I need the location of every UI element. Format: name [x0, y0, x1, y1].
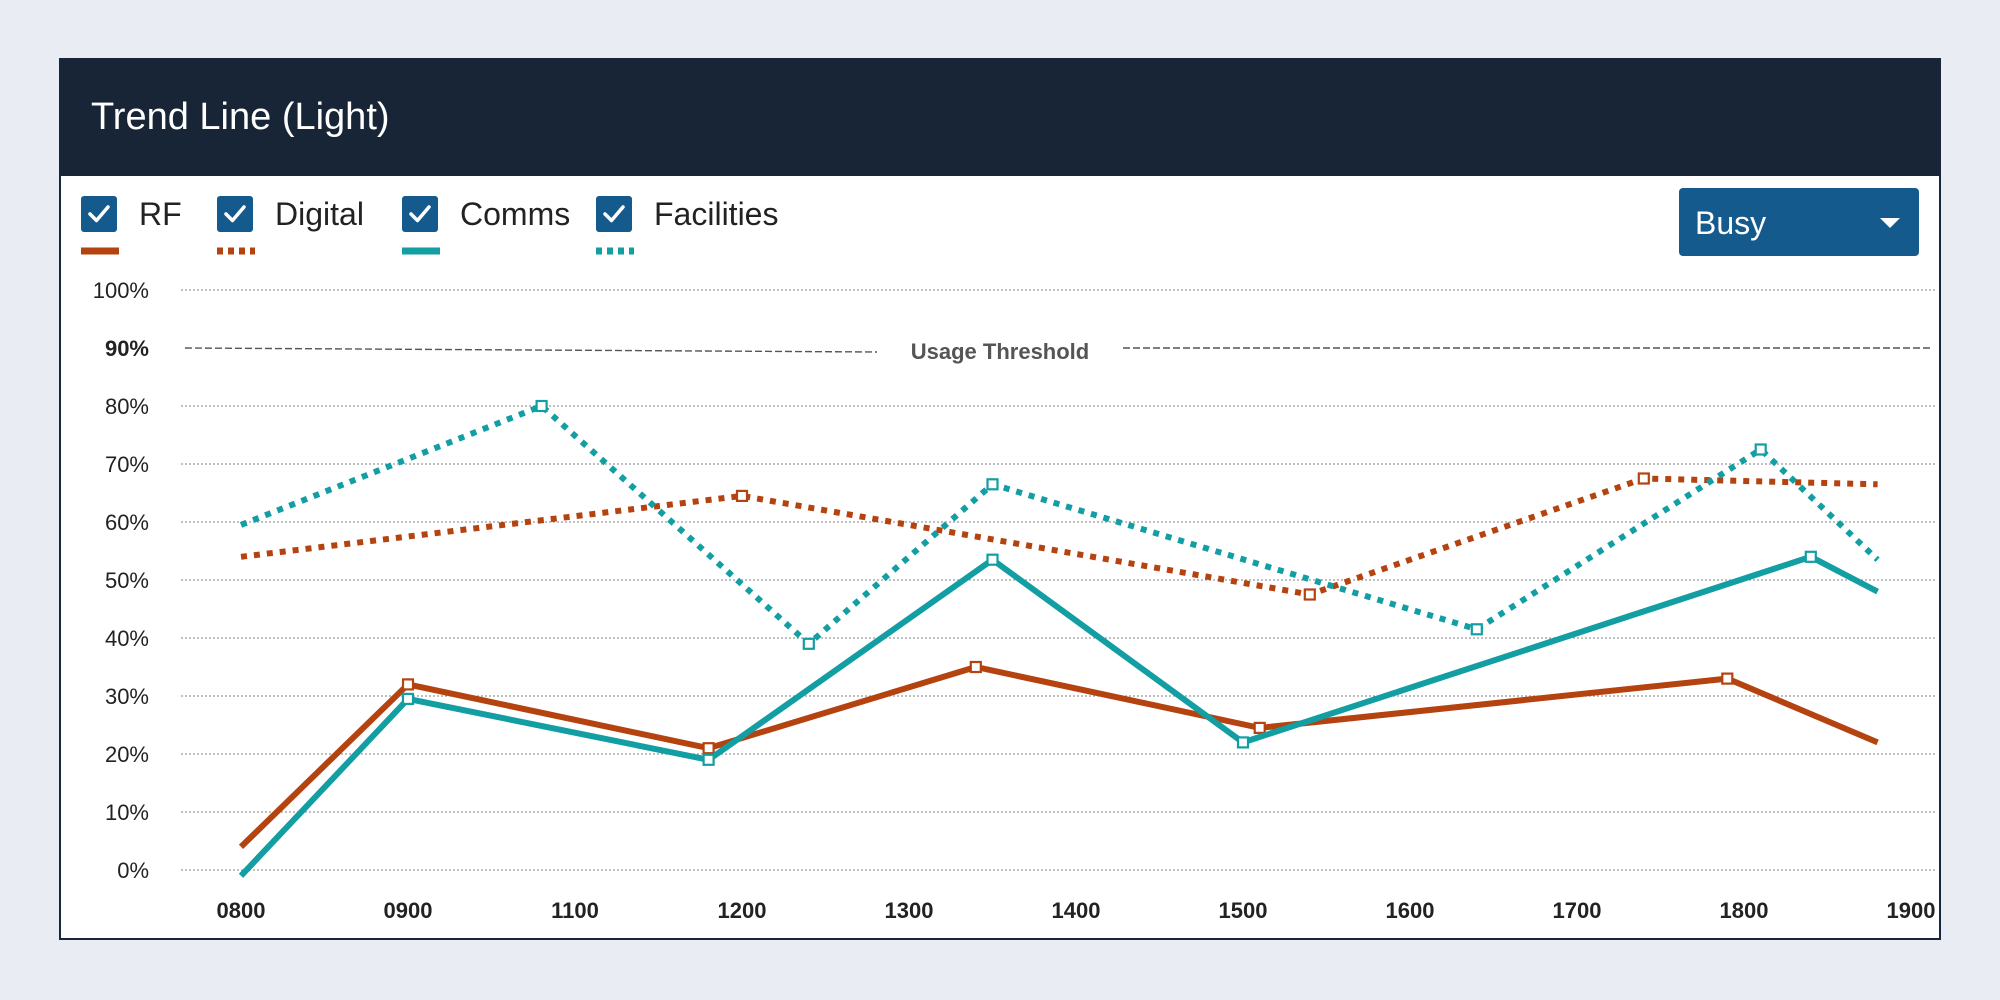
- data-point-comms: [1236, 736, 1250, 749]
- y-tick-label: 70%: [105, 452, 149, 477]
- x-tick-label: 1200: [718, 898, 767, 923]
- data-point-facilities: [802, 637, 815, 650]
- data-point-rf: [401, 678, 415, 691]
- data-point-digital: [735, 489, 749, 502]
- legend-label-digital: Digital: [275, 196, 364, 232]
- y-tick-label: 30%: [105, 684, 149, 709]
- mode-dropdown[interactable]: Busy: [1679, 188, 1919, 256]
- y-tick-label: 100%: [93, 278, 149, 303]
- y-tick-label: 50%: [105, 568, 149, 593]
- check-icon: [224, 205, 246, 223]
- data-point-comms: [986, 553, 999, 566]
- chart-panel: Trend Line (Light) 0% 10% 20% 30% 40% 50% 60% 7…: [59, 58, 1941, 940]
- y-tick-label: 80%: [105, 394, 149, 419]
- data-point-comms: [702, 753, 715, 766]
- data-point-rf: [1721, 672, 1734, 685]
- legend-swatch-digital: [217, 247, 255, 255]
- series-line-digital: [240, 475, 1878, 598]
- series-line-comms: [238, 553, 1879, 878]
- threshold-line: [184, 347, 878, 353]
- y-tick-label: 0%: [117, 858, 149, 883]
- data-point-rf: [969, 660, 982, 674]
- check-icon: [603, 205, 625, 223]
- x-tick-label: 1900: [1887, 898, 1936, 923]
- x-tick-label: 1300: [885, 898, 934, 923]
- dropdown-value: Busy: [1695, 205, 1767, 241]
- x-tick-label: 1500: [1219, 898, 1268, 923]
- data-point-facilities: [1470, 623, 1483, 636]
- legend-label-rf: RF: [139, 196, 182, 232]
- y-tick-label: 10%: [105, 800, 149, 825]
- x-tick-label: 1700: [1553, 898, 1602, 923]
- check-icon: [88, 205, 110, 223]
- y-tick-label: 90%: [105, 336, 149, 361]
- checkbox-comms[interactable]: [402, 196, 438, 232]
- legend-label-facilities: Facilities: [654, 196, 779, 232]
- panel-header: Trend Line (Light): [61, 60, 1939, 176]
- chevron-down-icon: [1880, 218, 1900, 228]
- y-tick-label: 40%: [105, 626, 149, 651]
- data-point-digital: [1303, 588, 1316, 601]
- series-line-rf: [238, 663, 1879, 849]
- y-tick-label: 60%: [105, 510, 149, 535]
- panel-title: Trend Line (Light): [91, 96, 390, 138]
- x-tick-label: 1800: [1720, 898, 1769, 923]
- legend-label-comms: Comms: [460, 196, 571, 232]
- data-point-rf: [702, 742, 715, 755]
- y-tick-label: 20%: [105, 742, 149, 767]
- checkbox-facilities[interactable]: [596, 196, 632, 232]
- x-tick-label: 0900: [384, 898, 433, 923]
- data-point-facilities: [535, 399, 548, 413]
- data-point-facilities: [986, 478, 999, 491]
- legend-swatch-facilities: [596, 247, 634, 255]
- data-point-comms: [1804, 550, 1817, 563]
- check-icon: [409, 205, 431, 223]
- legend-swatch-comms: [402, 247, 440, 255]
- line-chart: 0% 10% 20% 30% 40% 50% 60% 70% 80% 90% 100% Usage T…: [93, 278, 1937, 923]
- legend-swatch-rf: [81, 247, 119, 255]
- x-tick-label: 1100: [551, 898, 599, 923]
- data-point-facilities: [1754, 443, 1767, 456]
- data-point-rf: [1253, 721, 1266, 735]
- threshold-label: Usage Threshold: [911, 339, 1089, 364]
- data-point-comms: [401, 692, 415, 706]
- checkbox-rf[interactable]: [81, 196, 117, 232]
- data-point-digital: [1637, 472, 1650, 485]
- x-tick-label: 1400: [1052, 898, 1101, 923]
- checkbox-digital[interactable]: [217, 196, 253, 232]
- x-tick-label: 1600: [1386, 898, 1435, 923]
- x-tick-label: 0800: [217, 898, 266, 923]
